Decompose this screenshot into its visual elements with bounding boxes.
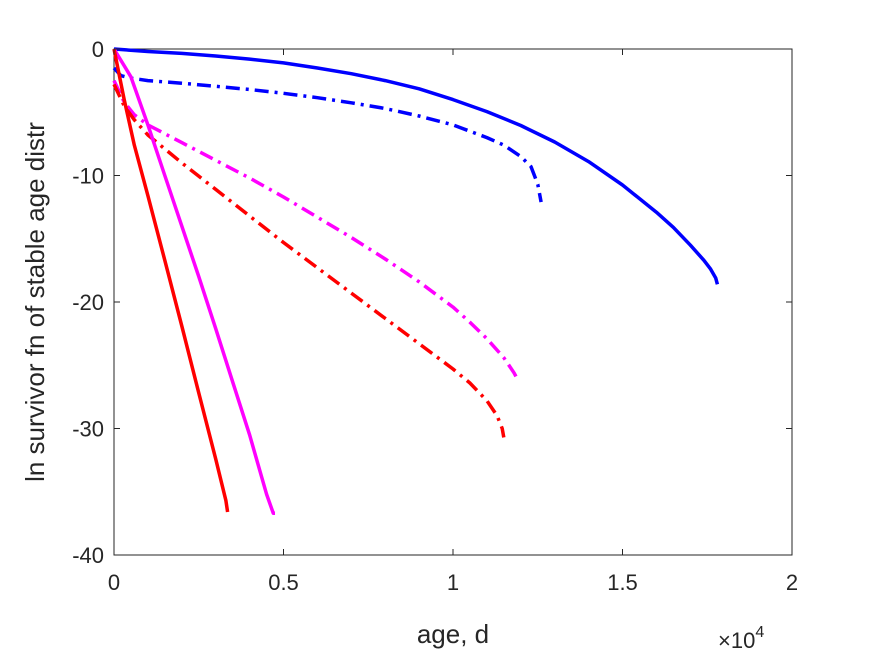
series-line-3	[112, 79, 519, 381]
y-tick-label: -20	[72, 290, 104, 315]
plot-area	[113, 48, 793, 556]
series-line-6	[112, 48, 230, 513]
x-exponent-base: ×10	[718, 628, 755, 653]
y-axis-label: ln survivor fn of stable age distr	[20, 122, 50, 482]
y-tick-label: -40	[72, 543, 104, 568]
x-exponent-label: ×104	[718, 624, 764, 653]
series-line-2	[112, 66, 543, 203]
ticks-layer: 0 0.5 1 1.5 2 0 -10 -20 -30 -40	[72, 37, 798, 595]
x-tick-label: 0.5	[268, 570, 299, 595]
series-layer	[112, 47, 720, 516]
x-tick-label: 2	[786, 570, 798, 595]
series-line-5	[112, 48, 276, 516]
x-tick-label: 1.5	[607, 570, 638, 595]
y-tick-label: -30	[72, 417, 104, 442]
series-line-1	[113, 47, 720, 285]
x-tick-label: 0	[108, 570, 120, 595]
x-exponent-power: 4	[755, 624, 764, 641]
x-axis-label: age, d	[417, 619, 489, 649]
series-line-4	[112, 83, 506, 438]
x-tick-label: 1	[447, 570, 459, 595]
y-tick-label: -10	[72, 164, 104, 189]
y-tick-label: 0	[92, 37, 104, 62]
